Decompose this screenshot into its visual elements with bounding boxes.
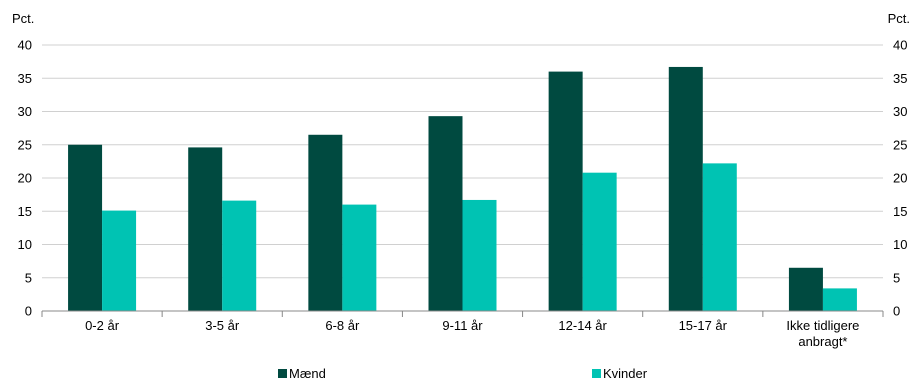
bar-series-2 (462, 199, 497, 311)
bar-series-1 (428, 116, 463, 311)
x-tick-label: 0-2 år (85, 318, 120, 333)
y-tick-right: 40 (893, 38, 907, 53)
bar-series-1 (308, 134, 343, 311)
legend-swatch (592, 369, 601, 378)
legend-label: Mænd (289, 366, 326, 381)
bar-series-2 (342, 204, 377, 311)
x-tick-label: 9-11 år (442, 318, 483, 333)
bar-series-1 (68, 144, 103, 311)
bar-series-1 (188, 147, 223, 311)
bar-series-2 (702, 163, 737, 311)
y-tick-right: 35 (893, 71, 907, 86)
right-unit-label: Pct. (888, 11, 910, 26)
y-tick-right: 25 (893, 137, 907, 152)
y-tick-left: 0 (25, 304, 32, 319)
bar-series-2 (102, 210, 137, 311)
bar-series-2 (582, 172, 617, 311)
y-tick-left: 25 (18, 137, 32, 152)
y-tick-left: 15 (18, 204, 32, 219)
y-tick-left: 5 (25, 270, 32, 285)
y-tick-right: 30 (893, 104, 907, 119)
bar-series-1 (788, 267, 823, 311)
bar-series-2 (222, 200, 257, 311)
x-tick-label: 15-17 år (679, 318, 728, 333)
left-unit-label: Pct. (12, 11, 34, 26)
x-tick-label: Ikke tidligere (786, 318, 859, 333)
y-tick-right: 10 (893, 237, 907, 252)
y-tick-left: 40 (18, 38, 32, 53)
y-tick-right: 5 (893, 270, 900, 285)
axes: 0 0 5 5 10 10 15 15 20 20 25 25 30 30 35 35 40 40 0-2 år 3-… (18, 38, 908, 350)
legend: Mænd Kvinder (278, 366, 648, 381)
y-tick-left: 10 (18, 237, 32, 252)
bars (68, 66, 857, 311)
legend-swatch (278, 369, 287, 378)
x-tick-label: 3-5 år (205, 318, 240, 333)
bar-series-2 (822, 288, 857, 311)
y-tick-right: 20 (893, 171, 907, 186)
y-tick-left: 35 (18, 71, 32, 86)
x-tick-label: 6-8 år (325, 318, 360, 333)
y-tick-right: 0 (893, 304, 900, 319)
bar-series-1 (548, 71, 583, 311)
y-tick-left: 20 (18, 171, 32, 186)
x-tick-label: 12-14 år (558, 318, 607, 333)
y-tick-right: 15 (893, 204, 907, 219)
y-tick-left: 30 (18, 104, 32, 119)
legend-label: Kvinder (603, 366, 648, 381)
bar-series-1 (668, 66, 703, 311)
x-tick-label: anbragt* (798, 334, 847, 349)
